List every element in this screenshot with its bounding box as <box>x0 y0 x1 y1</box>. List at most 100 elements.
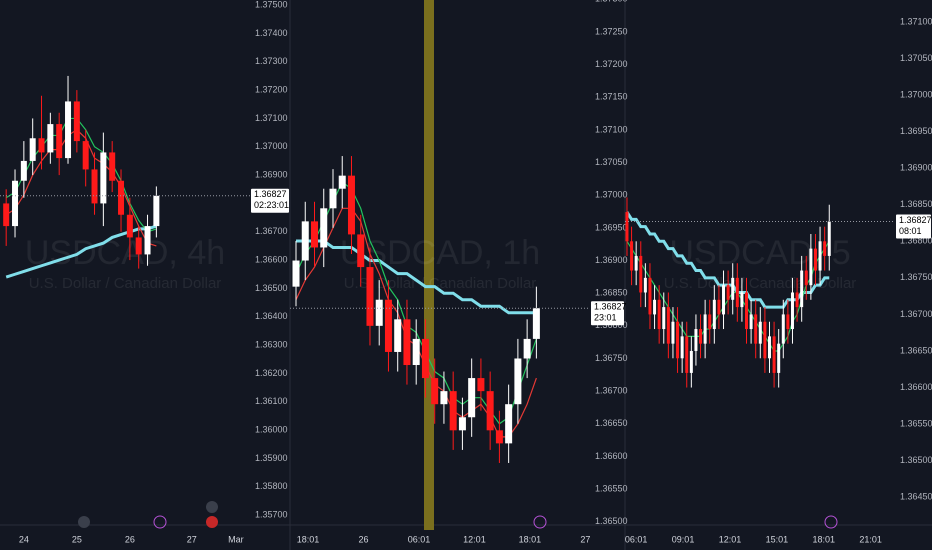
chart-panel: USDCAD, 5U.S. Dollar / Canadian Dollar1.… <box>625 16 932 544</box>
last-price-label: 1.36827 <box>594 302 627 312</box>
candle-body <box>100 152 107 204</box>
y-tick-label: 1.37000 <box>255 141 288 151</box>
last-price-label: 1.36827 <box>254 189 287 199</box>
candle-body <box>689 350 693 373</box>
candle-body <box>329 188 337 209</box>
watermark-subtitle: U.S. Dollar / Canadian Dollar <box>29 275 222 292</box>
candle-body <box>754 314 758 344</box>
candle-body <box>648 277 652 315</box>
y-tick-label: 1.36750 <box>900 272 932 282</box>
y-tick-label: 1.36750 <box>595 353 628 363</box>
candle-body <box>135 237 142 255</box>
candle-body <box>767 336 771 359</box>
candle-body <box>813 248 817 271</box>
candle-body <box>532 308 540 339</box>
candle-body <box>347 175 355 235</box>
y-tick-label: 1.37000 <box>900 89 932 99</box>
candle-body <box>653 299 657 315</box>
x-tick-label: 25 <box>72 534 82 544</box>
candle-body <box>657 299 661 330</box>
y-tick-label: 1.37200 <box>255 84 288 94</box>
y-tick-label: 1.36900 <box>900 163 932 173</box>
candle-body <box>357 234 365 268</box>
candle-body <box>726 285 730 300</box>
event-icon <box>533 515 547 529</box>
candle-body <box>676 321 680 359</box>
candle-body <box>740 292 744 308</box>
candle-body <box>523 338 531 359</box>
event-icon <box>78 516 90 528</box>
y-tick-label: 1.36700 <box>900 309 932 319</box>
y-tick-label: 1.36850 <box>595 288 628 298</box>
candle-body <box>3 203 10 227</box>
candle-body <box>800 270 804 308</box>
y-tick-label: 1.36550 <box>595 483 628 493</box>
candle-body <box>73 101 80 142</box>
candle-body <box>421 338 429 379</box>
y-tick-label: 1.36850 <box>900 199 932 209</box>
x-tick-label: Mar <box>228 534 244 544</box>
candle-body <box>20 160 27 181</box>
event-icons <box>78 501 838 529</box>
candle-body <box>91 169 98 204</box>
candle-body <box>763 321 767 359</box>
candle-body <box>118 180 125 215</box>
candle-body <box>634 255 638 271</box>
y-tick-label: 1.36450 <box>900 492 932 502</box>
y-tick-label: 1.36500 <box>255 283 288 293</box>
y-tick-label: 1.36600 <box>595 451 628 461</box>
y-tick-label: 1.37200 <box>595 59 628 69</box>
y-tick-label: 1.36650 <box>900 345 932 355</box>
y-tick-label: 1.36950 <box>595 222 628 232</box>
candle-body <box>643 277 647 293</box>
candle-body <box>790 292 794 330</box>
y-tick-label: 1.37100 <box>255 113 288 123</box>
candle-body <box>56 124 63 159</box>
candle-body <box>671 321 675 344</box>
candle-body <box>758 321 762 344</box>
event-icon <box>206 501 218 513</box>
candle-body <box>153 195 160 227</box>
x-tick-label: 06:01 <box>408 534 431 544</box>
chart-panel: USDCAD, 4h U.S. Dollar / Canadian Dollar 1… <box>0 0 289 544</box>
event-icon <box>824 515 838 529</box>
candle-body <box>47 124 54 153</box>
candle-body <box>722 285 726 315</box>
candle-body <box>440 391 448 405</box>
candle-body <box>712 299 716 330</box>
candle-body <box>38 138 45 153</box>
candle-body <box>310 221 318 248</box>
candle-body <box>375 299 383 326</box>
candle-body <box>12 180 19 227</box>
y-tick-label: 1.37250 <box>595 26 628 36</box>
x-tick-label: 26 <box>125 534 135 544</box>
candle-body <box>749 314 753 330</box>
candle-body <box>680 336 684 359</box>
candle-body <box>449 391 457 431</box>
x-tick-label: 26 <box>358 534 368 544</box>
candle-body <box>685 336 689 373</box>
candle-body <box>708 314 712 330</box>
indicator-line <box>5 129 157 247</box>
candle-body <box>458 417 466 431</box>
y-tick-label: 1.36300 <box>255 339 288 349</box>
y-tick-label: 1.36200 <box>255 368 288 378</box>
countdown-label: 02:23:01 <box>254 200 289 210</box>
y-tick-label: 1.36900 <box>255 169 288 179</box>
candle-body <box>694 329 698 351</box>
y-tick-label: 1.36900 <box>595 255 628 265</box>
last-price-box <box>896 214 931 239</box>
y-tick-label: 1.36950 <box>900 126 932 136</box>
event-icon <box>153 515 167 529</box>
y-tick-label: 1.36700 <box>595 386 628 396</box>
candle-body <box>827 221 831 256</box>
candle-body <box>486 391 494 431</box>
countdown-label: 23:01 <box>594 313 617 323</box>
y-tick-label: 1.37050 <box>595 157 628 167</box>
y-tick-label: 1.36650 <box>595 418 628 428</box>
x-tick-label: 12:01 <box>719 534 742 544</box>
candle-body <box>292 260 300 287</box>
event-icon <box>206 516 218 528</box>
indicator-line <box>296 239 537 315</box>
y-tick-label: 1.36600 <box>900 382 932 392</box>
